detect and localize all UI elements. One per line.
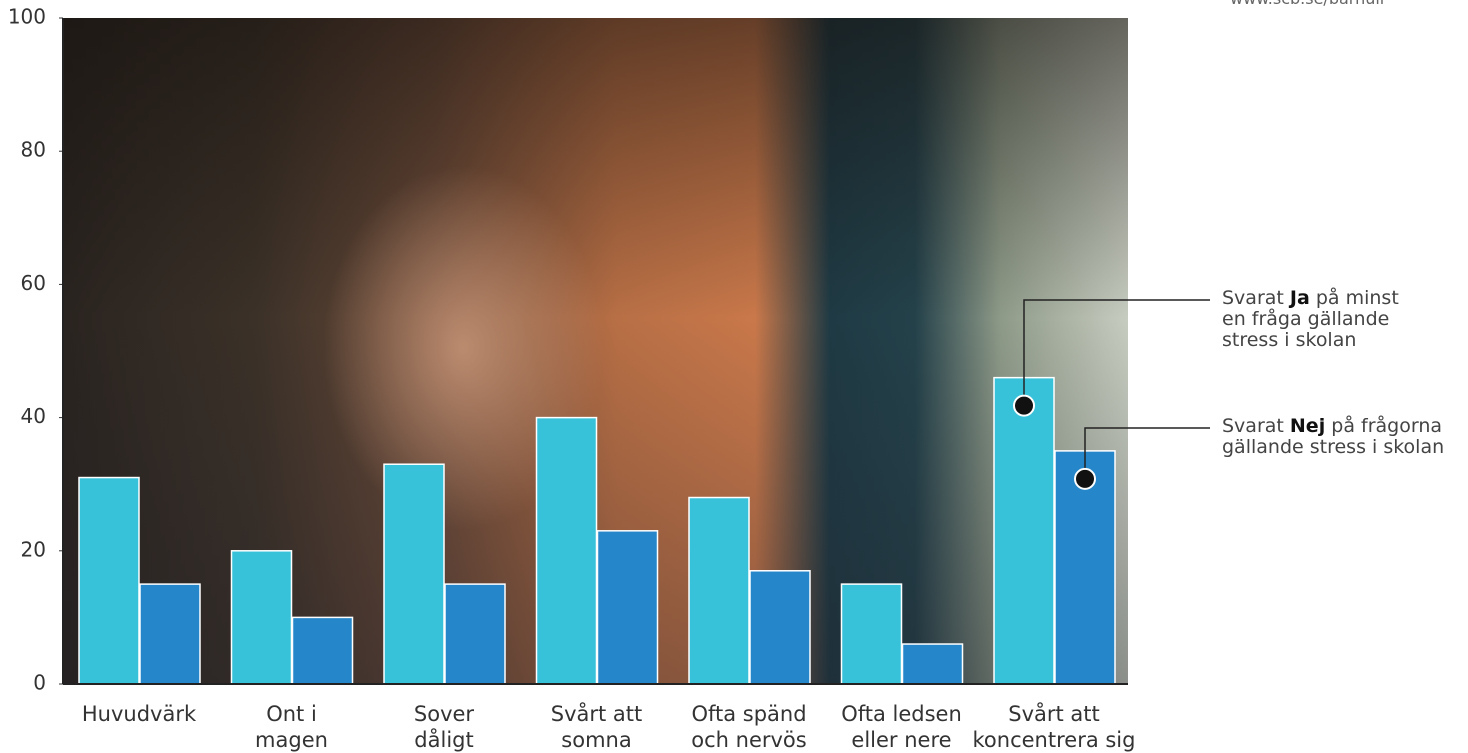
bar (596, 530, 659, 685)
bar (230, 550, 293, 685)
x-tick-label: Svårt att somna (550, 702, 643, 752)
legend-label: Nej (1289, 415, 1326, 437)
x-tick-label: Ofta spänd och nervös (691, 702, 807, 752)
bar (535, 416, 598, 685)
y-tick-label: 40 (21, 404, 46, 428)
y-tick-label: 100 (8, 5, 46, 29)
x-tick-label: Huvudvärk (81, 702, 197, 726)
legend-text: på minst en fråga gällande stress i skol… (1222, 287, 1399, 351)
legend-marker (1074, 467, 1096, 490)
legend-label: Ja (1289, 287, 1310, 309)
legend-text: Svarat (1222, 415, 1284, 437)
x-tick-label: Ont i magen (255, 702, 328, 752)
bar (901, 643, 964, 685)
y-tick-label: 80 (21, 138, 46, 162)
x-tick-label: Svårt att koncentrera sig (972, 702, 1136, 752)
bar (291, 616, 354, 685)
legend-entry: Svarat Ja på minst en fråga gällande str… (1222, 288, 1407, 351)
legend-leader (1023, 299, 1210, 406)
bar (749, 570, 811, 685)
x-tick-label: Ofta ledsen eller nere (841, 702, 962, 752)
bar (139, 583, 201, 685)
legend-entry: Svarat Nej på frågorna gällande stress i… (1222, 416, 1468, 458)
bar (444, 583, 506, 685)
bar (840, 583, 903, 685)
legend-leader (1084, 427, 1210, 479)
legend-text: på frågorna gällande stress i skolan (1222, 415, 1445, 458)
bar (383, 463, 445, 685)
x-tick-label: Sover dåligt (413, 702, 475, 752)
y-tick-label: 60 (21, 271, 46, 295)
bar (993, 376, 1055, 685)
source: www.scb.se/barnull (1230, 0, 1384, 8)
legend-text: Svarat (1222, 287, 1284, 309)
y-tick-label: 20 (21, 537, 46, 561)
bar (688, 496, 750, 685)
legend-marker (1013, 394, 1035, 417)
y-tick-label: 0 (33, 671, 46, 695)
bar (78, 476, 140, 685)
